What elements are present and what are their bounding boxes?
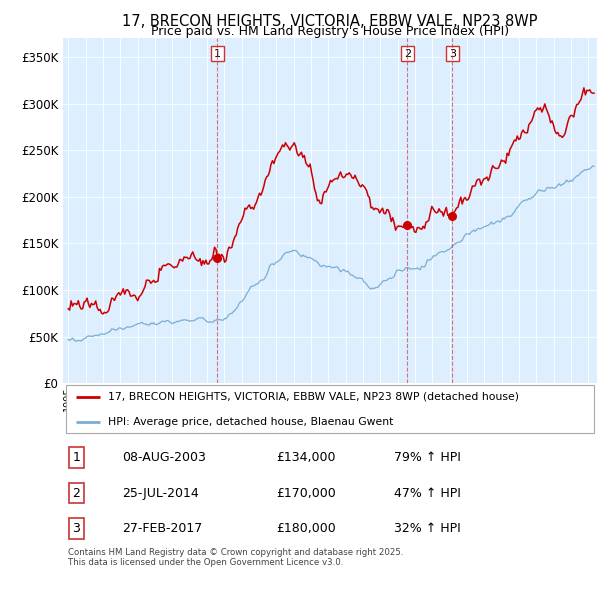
Text: 79% ↑ HPI: 79% ↑ HPI (394, 451, 461, 464)
FancyBboxPatch shape (65, 385, 595, 433)
Text: 47% ↑ HPI: 47% ↑ HPI (394, 487, 461, 500)
Text: 27-FEB-2017: 27-FEB-2017 (122, 522, 202, 535)
Text: 2: 2 (73, 487, 80, 500)
Text: 3: 3 (73, 522, 80, 535)
Text: 1: 1 (214, 49, 221, 58)
Text: £180,000: £180,000 (277, 522, 337, 535)
Text: 17, BRECON HEIGHTS, VICTORIA, EBBW VALE, NP23 8WP (detached house): 17, BRECON HEIGHTS, VICTORIA, EBBW VALE,… (109, 392, 520, 402)
Text: 08-AUG-2003: 08-AUG-2003 (122, 451, 206, 464)
Text: Price paid vs. HM Land Registry's House Price Index (HPI): Price paid vs. HM Land Registry's House … (151, 25, 509, 38)
Text: 3: 3 (449, 49, 456, 58)
Text: 2: 2 (404, 49, 411, 58)
Text: £170,000: £170,000 (277, 487, 337, 500)
Text: 1: 1 (73, 451, 80, 464)
Text: 25-JUL-2014: 25-JUL-2014 (122, 487, 199, 500)
Text: 32% ↑ HPI: 32% ↑ HPI (394, 522, 461, 535)
Text: 17, BRECON HEIGHTS, VICTORIA, EBBW VALE, NP23 8WP: 17, BRECON HEIGHTS, VICTORIA, EBBW VALE,… (122, 14, 538, 30)
Text: HPI: Average price, detached house, Blaenau Gwent: HPI: Average price, detached house, Blae… (109, 417, 394, 427)
Text: £134,000: £134,000 (277, 451, 336, 464)
Text: Contains HM Land Registry data © Crown copyright and database right 2025.
This d: Contains HM Land Registry data © Crown c… (68, 548, 404, 568)
